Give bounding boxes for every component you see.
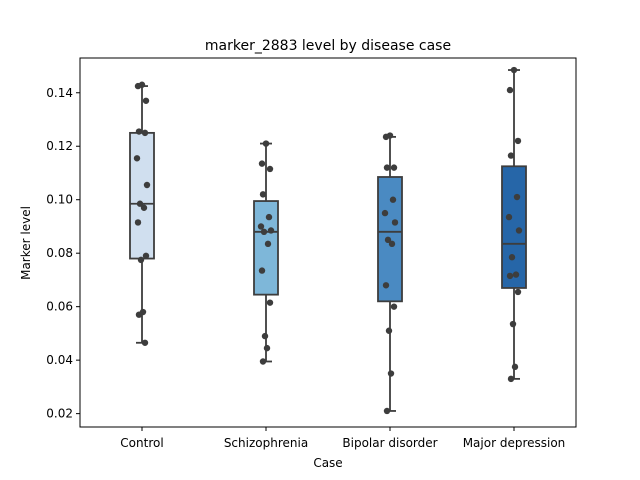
data-point	[505, 213, 513, 221]
chart-title: marker_2883 level by disease case	[205, 38, 451, 54]
data-point	[137, 256, 145, 264]
data-point	[136, 200, 144, 207]
data-point	[260, 228, 268, 236]
data-point	[390, 303, 398, 310]
data-point	[382, 133, 390, 141]
data-point	[510, 66, 518, 74]
plot-area: 0.02 0.04 0.06 0.08 0.10 0.12 0.14 Control Schiz…	[46, 57, 577, 450]
data-point	[134, 82, 142, 90]
data-point	[267, 227, 275, 234]
data-point	[134, 219, 142, 226]
data-point	[258, 267, 266, 274]
data-point	[514, 137, 522, 145]
data-point	[514, 288, 522, 296]
data-point	[135, 311, 143, 318]
data-point	[259, 358, 267, 365]
data-point	[262, 140, 270, 147]
data-point	[266, 165, 274, 173]
box-3	[501, 165, 527, 289]
y-tick-label: 0.04	[46, 353, 73, 367]
data-point	[141, 129, 149, 137]
data-point	[383, 407, 391, 415]
data-point	[140, 204, 148, 211]
data-point	[258, 160, 266, 167]
x-tick-label: Control	[120, 436, 163, 450]
data-point	[391, 219, 399, 226]
data-point	[389, 196, 397, 203]
data-point	[143, 181, 151, 189]
y-tick-label: 0.12	[46, 139, 73, 153]
box-0	[129, 131, 155, 260]
data-point	[142, 252, 150, 260]
box-1	[253, 200, 279, 296]
data-point	[266, 299, 274, 306]
data-point	[511, 363, 519, 371]
data-point	[264, 240, 272, 248]
data-point	[387, 370, 395, 377]
x-tick-label: Major depression	[463, 436, 566, 450]
data-point	[384, 236, 392, 244]
data-point	[261, 332, 269, 340]
data-point	[508, 254, 516, 261]
x-tick-label: Schizophrenia	[224, 436, 308, 450]
data-point	[142, 97, 150, 104]
data-point	[506, 272, 514, 280]
data-point	[265, 213, 273, 221]
plot-frame	[79, 57, 577, 428]
y-tick-label: 0.02	[46, 407, 73, 421]
data-point	[263, 344, 271, 352]
data-point	[513, 193, 521, 201]
y-tick-label: 0.08	[46, 246, 73, 260]
data-point	[383, 164, 391, 171]
data-point	[515, 227, 523, 234]
y-tick-label: 0.06	[46, 300, 73, 314]
data-point	[512, 271, 520, 278]
data-point	[141, 339, 149, 346]
data-point	[259, 191, 267, 198]
y-tick-label: 0.10	[46, 193, 73, 207]
x-axis-label: Case	[313, 456, 342, 470]
x-tick-label: Bipolar disorder	[342, 436, 437, 450]
y-tick-label: 0.14	[46, 86, 73, 100]
data-point	[506, 86, 514, 94]
data-point	[507, 375, 515, 383]
data-point	[388, 240, 396, 248]
y-axis-label: Marker level	[19, 206, 33, 280]
data-point	[257, 223, 265, 230]
data-point	[382, 282, 390, 289]
data-point	[509, 320, 517, 328]
data-point	[381, 209, 389, 217]
data-point	[385, 327, 393, 334]
data-point	[390, 164, 398, 171]
data-point	[135, 128, 143, 135]
data-point	[507, 152, 515, 159]
data-point	[133, 155, 141, 162]
